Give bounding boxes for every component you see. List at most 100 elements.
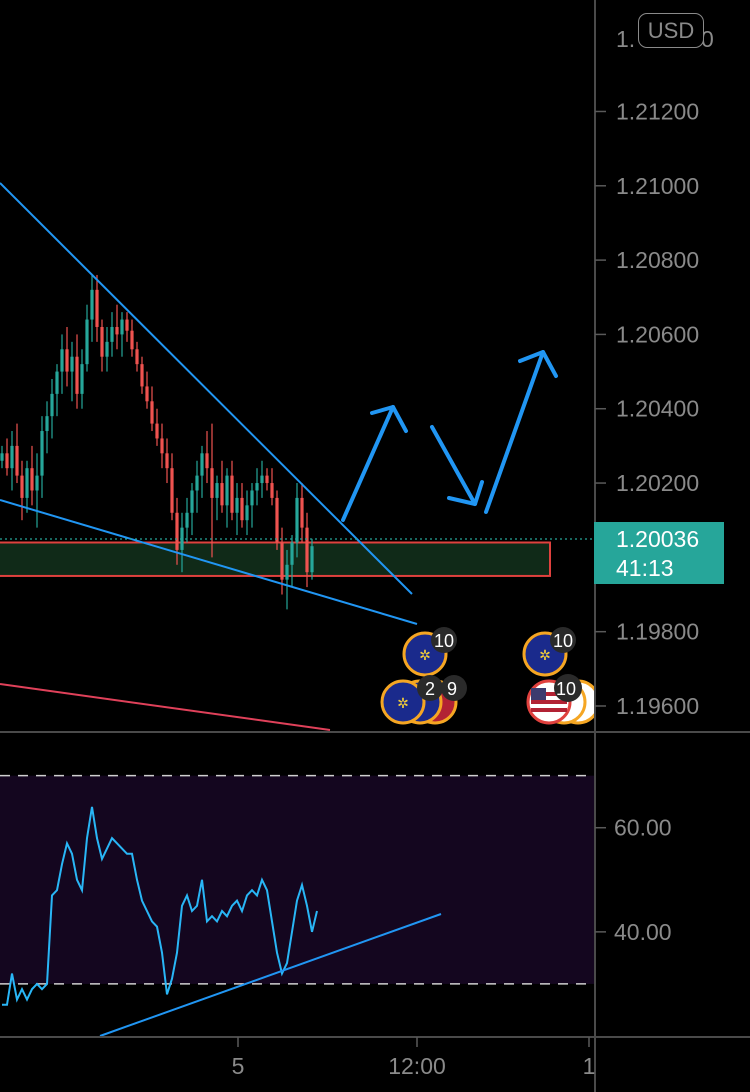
candle-body [90, 289, 94, 320]
oscillator-series [2, 806, 318, 1006]
candle-body [35, 475, 39, 491]
candle [55, 364, 59, 417]
candle [260, 460, 264, 498]
currency-button[interactable]: USD [638, 13, 704, 48]
projection-arrow-3[interactable] [484, 350, 558, 514]
candle-body [75, 356, 79, 394]
candle [35, 453, 39, 528]
red-trendline[interactable] [0, 683, 331, 731]
candle-body [260, 475, 264, 484]
candle-body [80, 364, 84, 394]
candle-body [105, 341, 109, 357]
candle [225, 468, 229, 528]
oscillator-band [0, 774, 595, 985]
candle [255, 468, 259, 506]
candle-body [275, 497, 279, 543]
last-price-label: 1.20036 41:13 [594, 522, 724, 584]
candle [70, 341, 74, 402]
projection-arrow-2[interactable] [430, 425, 484, 506]
eu-flag-icon: ✲ [539, 648, 551, 664]
candle-body [195, 475, 199, 491]
candle-body [50, 393, 54, 417]
candle [155, 408, 159, 446]
candle [50, 379, 54, 439]
support-zone-rect[interactable] [0, 541, 551, 577]
price-tick-label: 1.20400 [616, 396, 699, 422]
candle-body [130, 330, 134, 350]
candle [205, 431, 209, 484]
candle-body [15, 445, 19, 476]
candle-body [240, 497, 244, 521]
candle-body [150, 401, 154, 424]
event-count: 2 [425, 679, 435, 699]
event-marker-eu-2[interactable]: ✲ 10 [522, 627, 576, 677]
candle-body [95, 289, 99, 327]
event-count: 10 [434, 631, 454, 651]
price-tick-partial: 1. [616, 26, 635, 52]
candle-body [65, 349, 69, 372]
candle-body [295, 497, 299, 543]
candle [85, 304, 89, 372]
upper-trendline[interactable] [0, 182, 413, 595]
candle [60, 334, 64, 394]
oscillator-trendline[interactable] [99, 913, 442, 1037]
candle [145, 371, 149, 409]
lower-trendline[interactable] [0, 499, 418, 625]
price-tick-label: 1.19600 [616, 693, 699, 719]
candle-body [210, 468, 214, 498]
price-axis[interactable]: 1.21200 1.21000 1.20800 1.20600 1.20400 1.202… [595, 98, 699, 719]
event-markers: ✲ 10 ✲ 10 ✲ 2 9 [380, 627, 601, 725]
candle-body [110, 326, 114, 342]
price-tick-label: 1.20600 [616, 321, 699, 347]
event-cluster-left[interactable]: ✲ 2 9 [380, 675, 467, 725]
projection-arrow-1[interactable] [341, 405, 408, 522]
candle-body [60, 349, 64, 372]
time-axis[interactable]: 5 12:00 1 [232, 1037, 596, 1079]
candle [165, 438, 169, 484]
candle [285, 549, 289, 610]
candle-body [280, 542, 284, 580]
candle [75, 334, 79, 409]
candle [265, 468, 269, 491]
candle-body [255, 483, 259, 491]
candle-body [250, 490, 254, 506]
time-tick-label: 1 [583, 1053, 596, 1079]
candle [270, 468, 274, 506]
candle [130, 319, 134, 357]
candle-body [85, 319, 89, 365]
candle [150, 386, 154, 432]
candle-body [145, 386, 149, 402]
candle [210, 423, 214, 558]
candle-body [5, 453, 9, 469]
bar-countdown: 41:13 [616, 555, 674, 581]
drawing-tools [0, 182, 558, 731]
candle-body [10, 445, 14, 469]
price-tick-label: 1.19800 [616, 619, 699, 645]
eu-flag-icon: ✲ [397, 696, 409, 712]
price-tick-label: 1.20200 [616, 470, 699, 496]
candle-body [165, 453, 169, 469]
candle [15, 423, 19, 484]
event-marker-eu-1[interactable]: ✲ 10 [402, 627, 457, 677]
candle [120, 312, 124, 357]
oscillator-axis[interactable]: 60.00 40.00 [595, 815, 672, 945]
event-cluster-right[interactable]: 10 [526, 674, 601, 725]
candle-body [285, 564, 289, 580]
candle [20, 460, 24, 521]
candle [310, 538, 314, 580]
candle [300, 483, 304, 543]
candle [140, 356, 144, 394]
time-tick-label: 12:00 [388, 1053, 446, 1079]
candle-body [140, 364, 144, 387]
candle [170, 453, 174, 521]
candle [185, 497, 189, 543]
candle [105, 326, 109, 372]
candle-body [70, 356, 74, 372]
time-tick-label: 5 [232, 1053, 245, 1079]
candle-body [205, 453, 209, 469]
candle-body [175, 512, 179, 550]
candle [245, 490, 249, 536]
candle-body [115, 326, 119, 335]
candle [290, 535, 294, 588]
candle [90, 274, 94, 342]
